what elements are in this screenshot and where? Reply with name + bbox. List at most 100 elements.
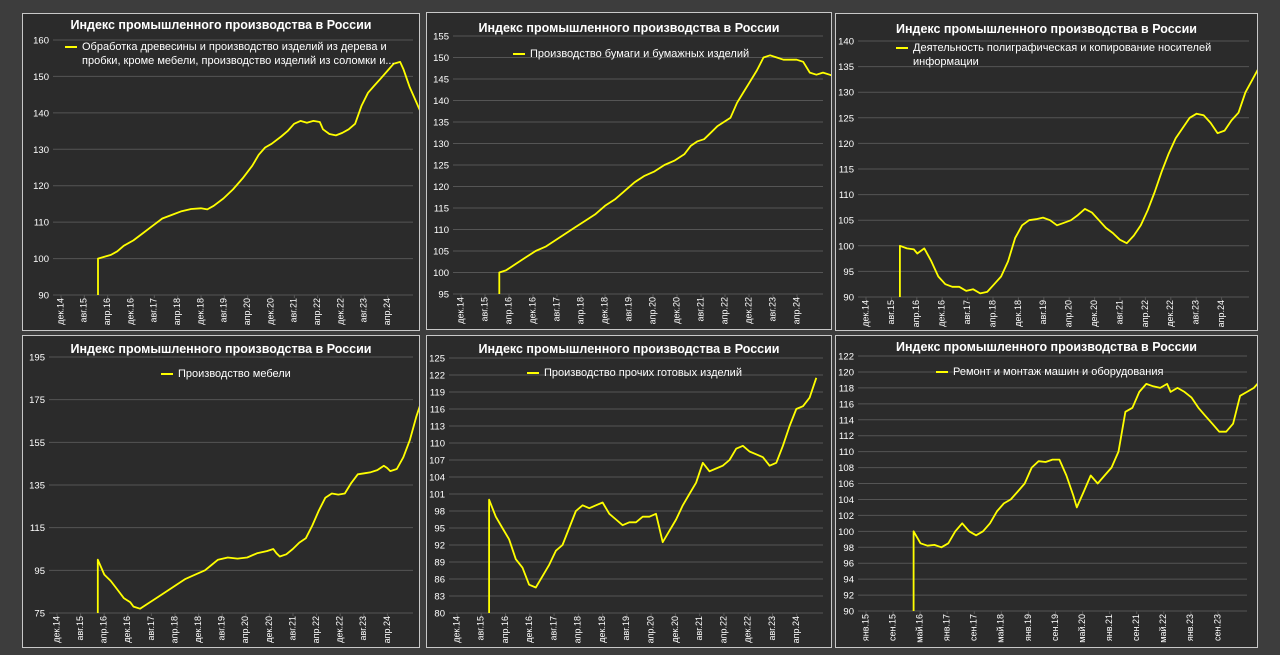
x-tick-label: апр.24	[791, 297, 801, 324]
legend-swatch	[896, 47, 908, 49]
y-tick-label: 135	[29, 481, 45, 492]
legend-label: Обработка древесины и производство издел…	[82, 41, 395, 67]
y-tick-label: 94	[843, 575, 854, 586]
legend-swatch	[527, 372, 539, 374]
y-tick-label: 100	[33, 254, 49, 265]
y-tick-label: 113	[430, 422, 445, 433]
x-tick-label: авг.17	[551, 297, 561, 321]
x-tick-label: авг.15	[886, 300, 896, 324]
y-tick-label: 100	[838, 241, 854, 252]
chart-svg-printing: 90 95 100 105 110 115 120 125 130 135 140 дек.14 авг…	[838, 37, 1257, 327]
x-tick-label: май.16	[915, 614, 925, 643]
y-tick-label: 130	[433, 139, 449, 150]
x-tick-label: дек.20	[264, 616, 274, 643]
x-tick-label: апр.20	[240, 616, 250, 643]
x-tick-label: авг.23	[359, 298, 369, 322]
chart-title: Индекс промышленного производства в Росс…	[896, 340, 1197, 354]
chart-panel-printing: 90 95 100 105 110 115 120 125 130 135 140 дек.14 авг…	[835, 13, 1258, 331]
x-tick-label: янв.17	[942, 614, 952, 641]
x-tick-label: дек.14	[55, 298, 65, 325]
series-line	[488, 377, 818, 613]
x-tick-label: апр.22	[719, 297, 729, 324]
x-tick-label: дек.18	[193, 616, 203, 643]
y-tick-label: 122	[429, 371, 445, 382]
y-tick-label: 89	[434, 558, 445, 569]
y-tick-label: 195	[29, 353, 45, 364]
series-line	[498, 54, 831, 294]
x-tick-label: апр.18	[573, 616, 583, 643]
y-tick-label: 90	[38, 291, 49, 302]
x-tick-label: авг.17	[146, 616, 156, 640]
y-tick-label: 130	[33, 145, 49, 156]
x-tick-label: сен.17	[969, 614, 979, 641]
x-tick-label: дек.16	[122, 616, 132, 643]
x-tick-label: дек.22	[335, 616, 345, 643]
chart-svg-paper: 95 100 105 110 115 120 125 130 135 140 145 150 155 де…	[433, 32, 831, 324]
legend-label: Производство прочих готовых изделий	[544, 367, 742, 379]
y-tick-label: 92	[843, 591, 854, 602]
series-line	[912, 382, 1257, 611]
x-tick-label: дек.18	[597, 616, 607, 643]
x-tick-label: апр.24	[382, 298, 392, 325]
chart-title: Индекс промышленного производства в Росс…	[70, 18, 372, 32]
x-tick-label: дек.20	[265, 298, 275, 325]
x-tick-label: авг.21	[695, 297, 705, 321]
x-tick-label: дек.14	[51, 616, 61, 643]
x-tick-label: янв.19	[1023, 614, 1033, 641]
chart-title: Индекс промышленного производства в Росс…	[70, 342, 372, 356]
y-tick-label: 110	[34, 218, 49, 229]
chart-svg-other-goods: 80 83 86 89 92 95 98 101 104 107 110 113 116 119 122 12…	[429, 354, 823, 643]
y-tick-label: 175	[29, 395, 45, 406]
x-tick-label: сен.23	[1212, 614, 1222, 641]
x-tick-label: авг.19	[219, 298, 229, 322]
x-tick-label: апр.22	[1140, 300, 1150, 327]
x-tick-label: авг.17	[548, 616, 558, 640]
x-tick-label: авг.23	[1191, 300, 1201, 324]
x-tick-label: апр.24	[1216, 300, 1226, 327]
y-tick-label: 110	[839, 447, 854, 458]
y-tick-label: 140	[433, 96, 449, 107]
y-tick-label: 75	[34, 609, 45, 620]
y-tick-label: 104	[429, 473, 445, 484]
x-tick-label: авг.15	[75, 616, 85, 640]
y-tick-label: 95	[438, 290, 449, 301]
chart-title: Индекс промышленного производства в Росс…	[478, 342, 780, 356]
y-tick-label: 115	[434, 204, 449, 215]
x-tick-label: дек.16	[937, 300, 947, 327]
y-tick-label: 125	[429, 354, 445, 365]
y-tick-label: 107	[429, 456, 445, 467]
y-tick-label: 80	[434, 609, 445, 620]
y-tick-label: 125	[838, 113, 854, 124]
x-tick-label: май.20	[1077, 614, 1087, 643]
x-tick-label: авг.19	[217, 616, 227, 640]
y-tick-label: 135	[838, 62, 854, 73]
x-tick-label: авг.21	[289, 298, 299, 322]
y-tick-label: 130	[838, 88, 854, 99]
y-tick-label: 150	[433, 53, 449, 64]
x-tick-label: дек.22	[743, 616, 753, 643]
x-tick-label: сен.21	[1131, 614, 1141, 641]
y-tick-label: 100	[838, 527, 854, 538]
y-tick-label: 86	[434, 575, 445, 586]
x-tick-label: дек.14	[451, 616, 461, 643]
x-tick-label: авг.23	[358, 616, 368, 640]
x-tick-label: апр.22	[312, 298, 322, 325]
x-tick-label: апр.20	[1064, 300, 1074, 327]
y-tick-label: 92	[434, 541, 445, 552]
y-tick-label: 120	[838, 367, 854, 378]
y-tick-label: 101	[429, 490, 445, 501]
y-tick-label: 95	[843, 267, 854, 278]
x-tick-label: апр.18	[575, 297, 585, 324]
y-tick-label: 116	[430, 405, 445, 416]
y-tick-label: 155	[29, 438, 45, 449]
y-tick-label: 120	[433, 182, 449, 193]
x-tick-label: дек.20	[1089, 300, 1099, 327]
y-tick-label: 115	[30, 523, 45, 534]
chart-svg-furniture: 75 95 115 135 155 175 195 дек.14 авг.15 апр.16 дек…	[29, 353, 419, 643]
y-tick-label: 96	[843, 559, 854, 570]
y-tick-label: 108	[838, 463, 854, 474]
x-tick-label: апр.20	[242, 298, 252, 325]
x-tick-label: авг.19	[1038, 300, 1048, 324]
series-line	[96, 405, 419, 613]
x-tick-label: апр.20	[647, 297, 657, 324]
